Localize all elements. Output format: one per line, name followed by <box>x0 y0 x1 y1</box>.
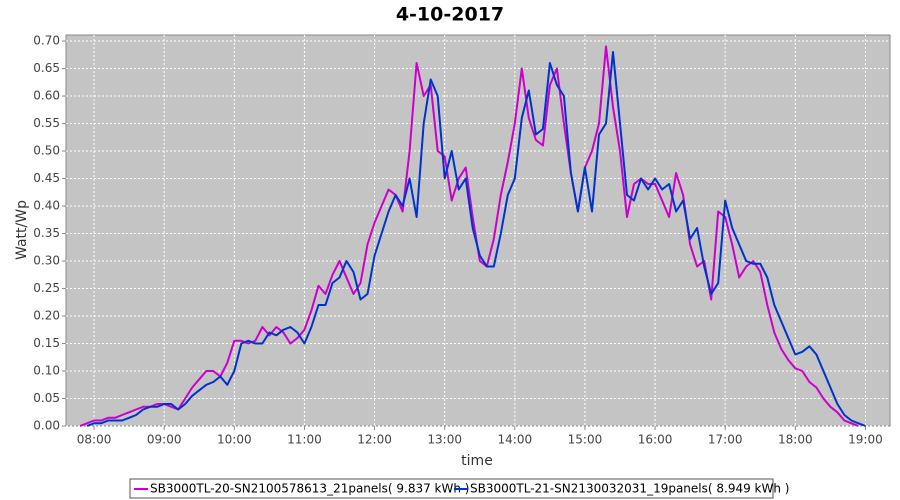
x-tick-label: 18:00 <box>778 433 813 447</box>
legend <box>129 478 774 499</box>
x-tick-label: 17:00 <box>708 433 743 447</box>
x-tick-label: 09:00 <box>147 433 182 447</box>
chart-title: 4-10-2017 <box>396 4 504 26</box>
x-tick-label: 10:00 <box>217 433 252 447</box>
y-tick-label: 0.20 <box>33 309 60 323</box>
x-axis-title: time <box>461 453 493 469</box>
x-tick-label: 15:00 <box>568 433 603 447</box>
y-tick-label: 0.60 <box>33 89 60 103</box>
y-tick-label: 0.45 <box>33 171 60 185</box>
x-tick-label: 19:00 <box>848 433 883 447</box>
x-tick-label: 14:00 <box>498 433 533 447</box>
y-tick-label: 0.35 <box>33 226 60 240</box>
y-axis-title: Watt/Wp <box>14 200 30 260</box>
y-tick-label: 0.65 <box>33 61 60 75</box>
y-tick-label: 0.00 <box>33 419 60 433</box>
y-tick-label: 0.30 <box>33 254 60 268</box>
x-tick-label: 08:00 <box>77 433 112 447</box>
y-tick-label: 0.05 <box>33 391 60 405</box>
x-tick-label: 12:00 <box>357 433 392 447</box>
y-tick-label: 0.70 <box>33 34 60 48</box>
y-tick-label: 0.50 <box>33 144 60 158</box>
series-line <box>86 51 866 427</box>
x-tick-label: 11:00 <box>287 433 322 447</box>
legend-label: SB3000TL-20-SN2100578613_21panels( 9.837… <box>150 482 469 496</box>
series-line <box>79 45 859 427</box>
y-tick-label: 0.10 <box>33 364 60 378</box>
y-tick-label: 0.40 <box>33 199 60 213</box>
y-tick-label: 0.15 <box>33 336 60 350</box>
y-tick-label: 0.25 <box>33 281 60 295</box>
legend-label: SB3000TL-21-SN2130032031_19panels( 8.949… <box>470 482 789 496</box>
y-tick-label: 0.55 <box>33 116 60 130</box>
x-tick-label: 13:00 <box>427 433 462 447</box>
x-tick-label: 16:00 <box>638 433 673 447</box>
plot-area <box>65 34 891 427</box>
